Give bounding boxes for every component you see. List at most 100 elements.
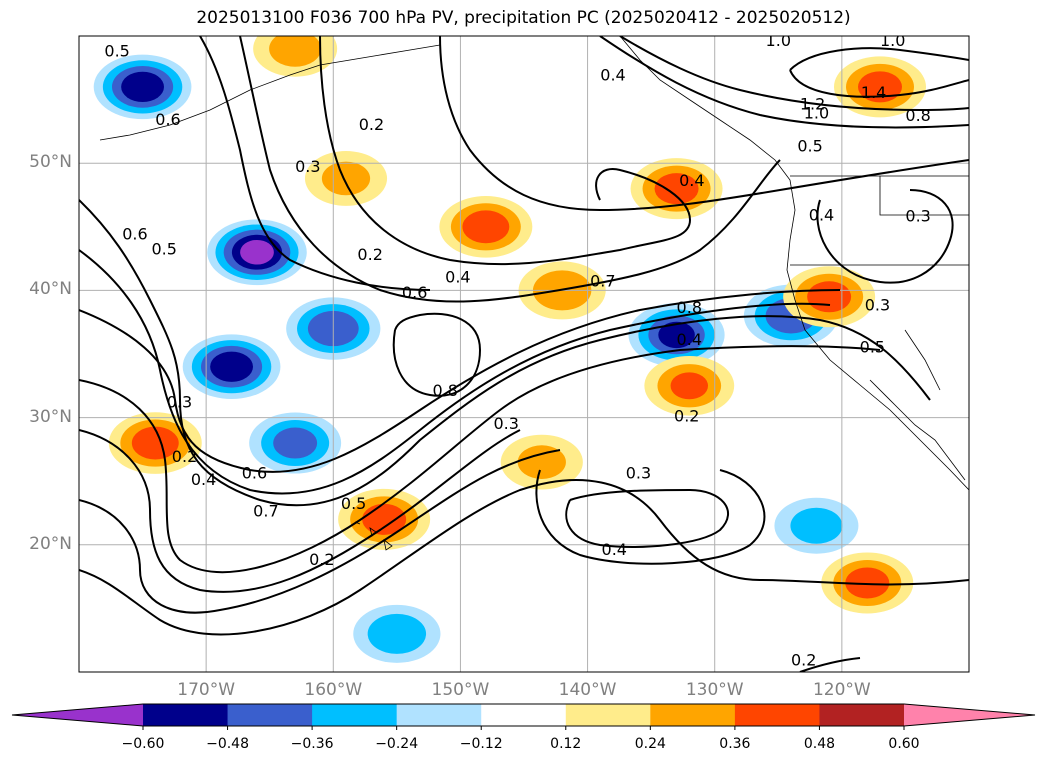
contour-label: 1.2 <box>800 95 825 114</box>
contour-label: 0.4 <box>679 171 704 190</box>
pv-contour <box>79 249 831 495</box>
contour-label: 1.0 <box>766 31 791 50</box>
contour-label: 0.5 <box>104 41 129 60</box>
lon-tick-label: 140°W <box>558 680 617 700</box>
precip-level <box>658 321 695 349</box>
precip-level <box>269 36 322 67</box>
colorbar-segment <box>312 704 398 726</box>
contour-labels: 0.50.60.20.30.41.01.01.41.21.00.80.50.40… <box>104 31 930 670</box>
precip-region-positive <box>338 488 431 550</box>
contour-label: 0.6 <box>242 464 267 483</box>
contour-label: 0.3 <box>493 414 518 433</box>
colorbar-segment <box>481 704 567 726</box>
contour-label: 1.4 <box>861 83 886 102</box>
contour-label: 0.8 <box>677 298 702 317</box>
pv-contour <box>392 312 482 397</box>
contour-label: 0.4 <box>809 205 834 224</box>
contour-label: 0.5 <box>797 137 822 156</box>
contour-label: 0.6 <box>122 224 147 243</box>
colorbar-segment <box>396 704 482 726</box>
pv-contour <box>565 488 730 548</box>
precip-level <box>845 567 890 599</box>
contour-label: 0.4 <box>191 470 216 489</box>
contour-label: 0.6 <box>155 110 180 129</box>
precip-level <box>273 427 318 459</box>
pv-contour <box>199 36 431 291</box>
colorbar-tick-label: −0.36 <box>290 736 334 752</box>
contour-label: 0.2 <box>359 115 384 134</box>
colorbar-segment <box>650 704 736 726</box>
lon-tick-label: 120°W <box>812 680 871 700</box>
contour-label: 0.2 <box>791 651 816 670</box>
colorbar-tick-label: −0.60 <box>121 736 165 752</box>
contour-label: 0.5 <box>341 494 366 513</box>
precip-region-negative <box>93 54 192 120</box>
precip-level <box>367 613 427 654</box>
precip-level <box>321 161 371 196</box>
map-title: 2025013100 F036 700 hPa PV, precipitatio… <box>196 8 851 28</box>
precip-level <box>131 426 179 460</box>
precip-level <box>240 239 274 265</box>
contour-label: 0.3 <box>865 296 890 315</box>
colorbar-tick-label: −0.12 <box>459 736 503 752</box>
precip-region-positive <box>630 158 723 220</box>
precip-region-positive <box>821 552 914 614</box>
pv-contour <box>789 47 969 98</box>
contour-label: 0.2 <box>309 550 334 569</box>
lon-tick-label: 130°W <box>685 680 744 700</box>
colorbar-segment <box>819 704 905 726</box>
coastline-north-america <box>619 36 969 491</box>
precip-level <box>790 507 843 544</box>
contour-label: 0.3 <box>295 157 320 176</box>
contour-label: 0.8 <box>905 106 930 125</box>
colorbar-tick-label: 0.48 <box>803 736 836 752</box>
precip-level <box>121 71 164 103</box>
precip-region-negative <box>774 497 859 554</box>
colorbar-tick-label: 0.12 <box>550 736 582 752</box>
lon-tick-label: 170°W <box>177 680 236 700</box>
pv-contour <box>79 345 881 574</box>
contour-label: 0.7 <box>253 502 278 521</box>
pv-contour <box>439 36 969 212</box>
pv-contour <box>79 479 969 636</box>
contour-label: 0.2 <box>357 245 382 264</box>
precip-region-negative <box>182 334 281 400</box>
pv-contour <box>79 199 931 507</box>
colorbar-extend-high <box>904 704 1035 726</box>
pv-contour <box>619 36 969 112</box>
contour-label: 0.6 <box>402 283 427 302</box>
lon-tick-label: 160°W <box>304 680 363 700</box>
precip-region-positive <box>304 151 388 206</box>
map-frame <box>78 35 970 673</box>
colorbar-segments <box>12 704 1035 730</box>
contour-label: 0.2 <box>674 406 699 425</box>
precip-level <box>210 351 253 382</box>
precip-level <box>517 445 566 479</box>
contour-label: 0.3 <box>905 207 930 226</box>
pv-contour <box>599 36 969 129</box>
lat-tick-label: 20°N <box>29 533 72 554</box>
precip-level <box>670 372 709 400</box>
colorbar-tick-label: 0.60 <box>888 736 920 752</box>
precip-level <box>654 173 699 205</box>
precip-region-positive <box>439 196 533 258</box>
lat-tick-label: 30°N <box>29 406 72 427</box>
contour-label: 0.3 <box>626 464 651 483</box>
colorbar-tick-label: 0.36 <box>719 736 751 752</box>
contour-label: 0.8 <box>432 381 457 400</box>
contour-label: 0.7 <box>590 271 615 290</box>
baja-california <box>869 329 966 481</box>
colorbar-tick-label: −0.24 <box>375 736 419 752</box>
precip-region-positive <box>783 266 876 328</box>
precip-level <box>858 71 902 103</box>
precip-region-positive <box>644 355 735 416</box>
contour-label: 0.4 <box>600 65 625 84</box>
contour-label: 0.5 <box>151 240 176 259</box>
contour-label: 0.5 <box>860 338 885 357</box>
pv-contour <box>239 36 781 303</box>
colorbar-segment <box>143 704 229 726</box>
lon-tick-label: 150°W <box>431 680 490 700</box>
coastline-alaska-peninsula <box>99 44 441 141</box>
